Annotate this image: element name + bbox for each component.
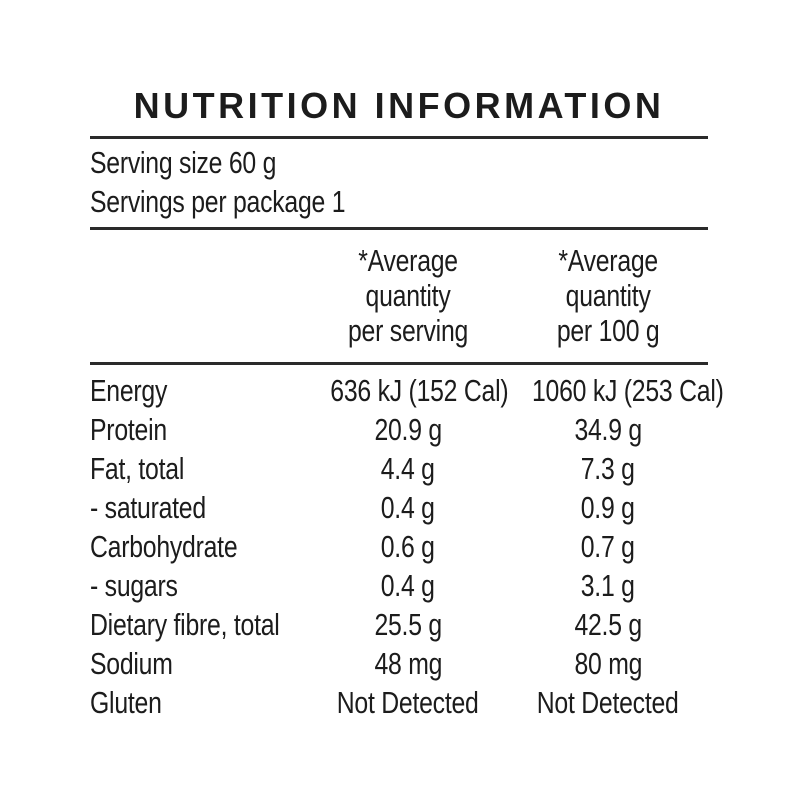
row-value-per-serving: Not Detected [337,685,479,720]
servings-per-package-line: Servings per package 1 [90,182,708,221]
header-per-100g-text: *Average quantity per 100 g [556,243,660,348]
panel-title: NUTRITION INFORMATION [133,85,665,126]
nutrition-panel: NUTRITION INFORMATION Serving size 60 g … [90,84,724,722]
table-row-fat-total: Fat, total 4.4 g 7.3 g [90,449,708,488]
table-row-saturated: - saturated 0.4 g 0.9 g [90,488,708,527]
row-label: Protein [90,412,167,447]
row-value-per-100g: 3.1 g [581,568,635,603]
divider-serving-info [90,227,708,230]
row-label: Gluten [90,685,162,720]
header-per-serving-text: *Average quantity per serving [347,243,469,348]
row-value-per-serving: 0.6 g [381,529,435,564]
divider-header [90,362,708,365]
row-value-per-100g: 0.7 g [581,529,635,564]
table-row-gluten: Gluten Not Detected Not Detected [90,683,708,722]
table-row-dietary-fibre: Dietary fibre, total 25.5 g 42.5 g [90,605,708,644]
table-body: Energy 636 kJ (152 Cal) 1060 kJ (253 Cal… [90,365,724,722]
table-row-protein: Protein 20.9 g 34.9 g [90,410,708,449]
row-value-per-serving: 25.5 g [374,607,442,642]
serving-info-block: Serving size 60 g Servings per package 1 [90,139,708,227]
row-value-per-100g: 1060 kJ (253 Cal) [531,373,724,408]
table-row-energy: Energy 636 kJ (152 Cal) 1060 kJ (253 Cal… [90,371,724,410]
row-label: Dietary fibre, total [90,607,280,642]
serving-size-text: Serving size 60 g [90,145,277,180]
row-value-per-100g: 34.9 g [574,412,642,447]
row-value-per-serving: 48 mg [374,646,442,681]
table-row-sugars: - sugars 0.4 g 3.1 g [90,566,708,605]
row-value-per-100g: Not Detected [537,685,679,720]
row-value-per-serving: 636 kJ (152 Cal) [330,373,509,408]
row-label: - saturated [90,490,206,525]
row-value-per-serving: 0.4 g [381,568,435,603]
header-nutrient [90,243,308,348]
table-row-sodium: Sodium 48 mg 80 mg [90,644,708,683]
row-value-per-100g: 7.3 g [581,451,635,486]
row-label: Fat, total [90,451,185,486]
row-label: Sodium [90,646,173,681]
header-per-serving: *Average quantity per serving [308,243,508,348]
row-value-per-100g: 42.5 g [574,607,642,642]
row-label: - sugars [90,568,178,603]
row-label: Energy [90,373,168,408]
row-value-per-100g: 0.9 g [581,490,635,525]
row-value-per-serving: 0.4 g [381,490,435,525]
serving-size-line: Serving size 60 g [90,143,708,182]
header-per-100g: *Average quantity per 100 g [508,243,708,348]
row-value-per-100g: 80 mg [574,646,642,681]
table-header-row: *Average quantity per serving *Average q… [90,230,708,362]
servings-per-package-text: Servings per package 1 [90,184,346,219]
table-row-carbohydrate: Carbohydrate 0.6 g 0.7 g [90,527,708,566]
row-value-per-serving: 20.9 g [374,412,442,447]
divider-top [90,136,708,139]
row-value-per-serving: 4.4 g [381,451,435,486]
row-label: Carbohydrate [90,529,238,564]
